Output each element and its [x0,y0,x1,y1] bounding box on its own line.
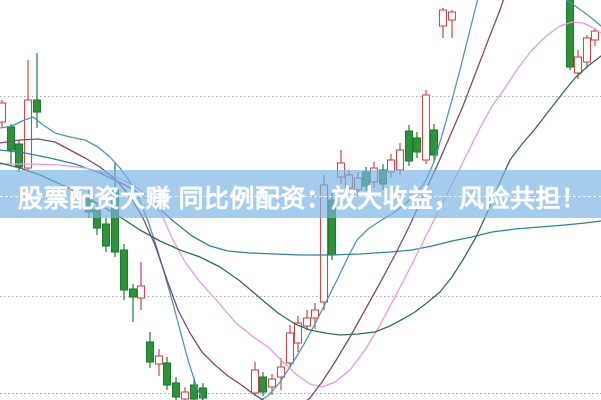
candle-down [310,309,320,319]
candle-down [154,355,164,365]
candle-up [404,130,414,162]
candle-up [145,341,155,363]
candle-down [276,366,286,378]
candle-down [267,378,277,388]
candle-down [302,317,312,327]
candle-up [128,288,138,298]
candle-down [293,322,303,344]
banner-gridline [0,196,601,197]
candle-down [590,30,600,41]
candle-down [438,9,448,27]
candle-down [447,11,457,21]
candle-down [395,149,405,171]
candle-up [171,382,181,398]
candle-up [429,129,439,156]
candle-down [573,56,583,74]
candle-down [250,369,260,394]
candle-down [180,391,190,400]
promo-banner: 股票配资大赚 同比例配资：放大收益，风险共担！ [0,170,601,218]
ma-dark-green [0,55,601,336]
candle-down [0,102,7,123]
candle-up [565,0,575,68]
candle-up [119,249,129,291]
candle-up [412,137,422,153]
candle-up [101,223,111,247]
candle-up [14,143,24,168]
candle-down [23,99,33,169]
candle-up [258,376,268,393]
candle-up [6,126,16,151]
candle-up [162,362,172,386]
candle-down [582,37,592,63]
candle-up [189,384,199,400]
candle-down [285,332,295,364]
promo-banner-text: 股票配资大赚 同比例配资：放大收益，风险共担！ [18,185,587,213]
candle-up [32,99,42,113]
candle-down [421,94,431,161]
candle-down [136,285,146,299]
